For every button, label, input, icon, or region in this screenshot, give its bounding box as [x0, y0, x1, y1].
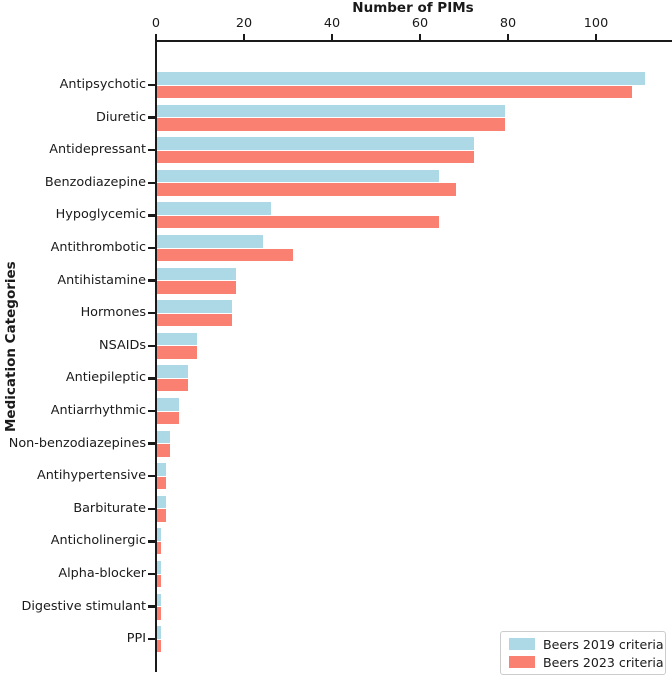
category-label: Antiarrhythmic	[50, 403, 146, 418]
bar-2023	[157, 215, 439, 229]
bar-2019	[157, 463, 166, 476]
legend-label: Beers 2023 criteria	[543, 654, 664, 670]
y-tick-mark	[148, 344, 155, 347]
bar-2023	[157, 574, 162, 587]
y-tick-mark	[148, 214, 155, 217]
category-label: PPI	[126, 631, 146, 647]
x-tick-label: 80	[499, 16, 517, 31]
category-label: Non-benzodiazepines	[8, 435, 146, 451]
bar-2019	[157, 104, 505, 118]
y-tick-mark	[148, 312, 155, 315]
y-tick-mark	[148, 442, 155, 445]
bar-2019	[157, 169, 439, 183]
category-label: Digestive stimulant	[21, 598, 146, 614]
y-tick-mark	[148, 116, 155, 119]
bar-2023	[157, 476, 166, 490]
x-tick-mark	[419, 34, 422, 40]
category-label: Antiepileptic	[65, 370, 146, 386]
y-tick-mark	[148, 638, 155, 641]
bar-2023	[157, 607, 162, 620]
category-label: Antidepressant	[49, 142, 146, 158]
bar-2023	[157, 444, 171, 457]
x-tick-mark	[595, 34, 598, 40]
bar-2019	[157, 365, 188, 378]
bar-2019	[157, 528, 162, 541]
bar-2019	[157, 137, 474, 150]
bar-2019	[157, 398, 179, 411]
legend: Beers 2019 criteria Beers 2023 criteria	[500, 631, 666, 675]
bar-2023	[157, 541, 162, 555]
category-label: Diuretic	[96, 109, 146, 125]
y-tick-mark	[148, 181, 155, 184]
bar-2019	[157, 202, 272, 215]
bar-2023	[157, 509, 166, 522]
x-tick-mark	[331, 34, 334, 40]
x-axis-line	[155, 40, 672, 43]
bar-2019	[157, 593, 162, 607]
bar-2019	[157, 72, 646, 85]
category-label: Antihistamine	[57, 272, 146, 288]
y-axis-line	[155, 40, 158, 672]
y-tick-mark	[148, 377, 155, 380]
x-tick-mark	[243, 34, 246, 40]
y-tick-mark	[148, 475, 155, 478]
x-tick-label: 60	[411, 16, 429, 31]
y-tick-mark	[148, 540, 155, 543]
bar-2023	[157, 248, 294, 261]
x-tick-mark	[155, 34, 158, 40]
bar-2023	[157, 313, 232, 327]
category-label: Benzodiazepine	[44, 174, 146, 190]
category-label: Barbiturate	[73, 500, 146, 516]
bar-2019	[157, 626, 162, 639]
y-tick-mark	[148, 246, 155, 250]
y-tick-mark	[148, 605, 155, 608]
legend-entry: Beers 2019 criteria	[509, 637, 665, 652]
y-tick-mark	[148, 279, 155, 282]
bar-2023	[157, 118, 505, 131]
category-label: Antithrombotic	[50, 240, 146, 255]
x-tick-mark	[507, 34, 510, 40]
category-label: Antipsychotic	[59, 77, 146, 92]
x-axis-title: Number of PIMs	[352, 0, 474, 16]
bar-2019	[157, 561, 162, 574]
x-tick-label: 20	[235, 16, 253, 31]
category-label: Alpha-blocker	[58, 566, 146, 581]
y-tick-mark	[148, 83, 155, 87]
legend-label: Beers 2019 criteria	[543, 636, 664, 652]
category-label: Hormones	[80, 305, 146, 321]
bar-2023	[157, 150, 474, 164]
bar-2023	[157, 378, 188, 392]
category-label: Antihypertensive	[36, 468, 146, 484]
y-tick-mark	[148, 507, 155, 510]
x-tick-label: 0	[151, 16, 161, 31]
bar-2023	[157, 346, 197, 359]
x-tick-label: 100	[583, 16, 609, 31]
category-label: Hypoglycemic	[55, 207, 146, 223]
y-tick-mark	[148, 149, 155, 152]
bar-2023	[157, 183, 457, 196]
x-tick-label: 40	[323, 16, 341, 31]
y-tick-mark	[148, 409, 155, 413]
bar-2023	[157, 411, 179, 424]
bar-2023	[157, 281, 237, 294]
legend-swatch	[509, 656, 535, 668]
bar-2019	[157, 495, 166, 509]
category-label: Anticholinergic	[50, 533, 146, 549]
bar-2019	[157, 235, 263, 248]
legend-swatch	[509, 638, 535, 650]
bar-2023	[157, 639, 162, 653]
bar-2019	[157, 267, 237, 281]
y-tick-mark	[148, 572, 155, 576]
bar-2019	[157, 300, 232, 313]
legend-entry: Beers 2023 criteria	[509, 655, 665, 670]
bar-2023	[157, 85, 633, 98]
bar-2019	[157, 430, 171, 444]
category-label: NSAIDs	[99, 337, 146, 353]
bar-2019	[157, 332, 197, 346]
